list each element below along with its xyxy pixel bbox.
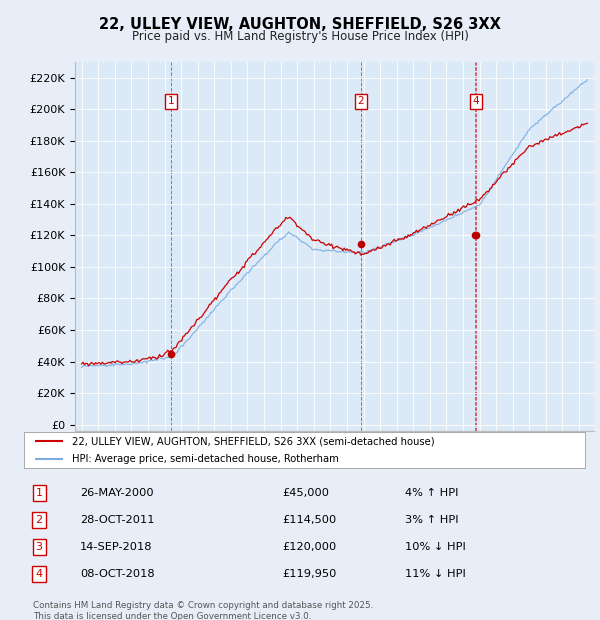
Text: 4: 4: [473, 97, 479, 107]
Text: £114,500: £114,500: [282, 515, 337, 525]
Text: Contains HM Land Registry data © Crown copyright and database right 2025.
This d: Contains HM Land Registry data © Crown c…: [33, 601, 373, 620]
Text: 1: 1: [35, 489, 43, 498]
Text: 3% ↑ HPI: 3% ↑ HPI: [406, 515, 459, 525]
Text: 4: 4: [35, 569, 43, 579]
Text: Price paid vs. HM Land Registry's House Price Index (HPI): Price paid vs. HM Land Registry's House …: [131, 30, 469, 43]
Text: £120,000: £120,000: [282, 542, 337, 552]
Text: 11% ↓ HPI: 11% ↓ HPI: [406, 569, 466, 579]
Text: 10% ↓ HPI: 10% ↓ HPI: [406, 542, 466, 552]
Text: 26-MAY-2000: 26-MAY-2000: [80, 489, 154, 498]
Text: 3: 3: [35, 542, 43, 552]
Text: £119,950: £119,950: [282, 569, 337, 579]
Text: £45,000: £45,000: [282, 489, 329, 498]
Text: HPI: Average price, semi-detached house, Rotherham: HPI: Average price, semi-detached house,…: [71, 454, 338, 464]
Text: 08-OCT-2018: 08-OCT-2018: [80, 569, 155, 579]
Text: 1: 1: [168, 97, 175, 107]
Text: 4% ↑ HPI: 4% ↑ HPI: [406, 489, 459, 498]
Text: 2: 2: [35, 515, 43, 525]
Text: 22, ULLEY VIEW, AUGHTON, SHEFFIELD, S26 3XX: 22, ULLEY VIEW, AUGHTON, SHEFFIELD, S26 …: [99, 17, 501, 32]
Text: 22, ULLEY VIEW, AUGHTON, SHEFFIELD, S26 3XX (semi-detached house): 22, ULLEY VIEW, AUGHTON, SHEFFIELD, S26 …: [71, 436, 434, 446]
Text: 28-OCT-2011: 28-OCT-2011: [80, 515, 155, 525]
Text: 2: 2: [358, 97, 364, 107]
Text: 14-SEP-2018: 14-SEP-2018: [80, 542, 152, 552]
